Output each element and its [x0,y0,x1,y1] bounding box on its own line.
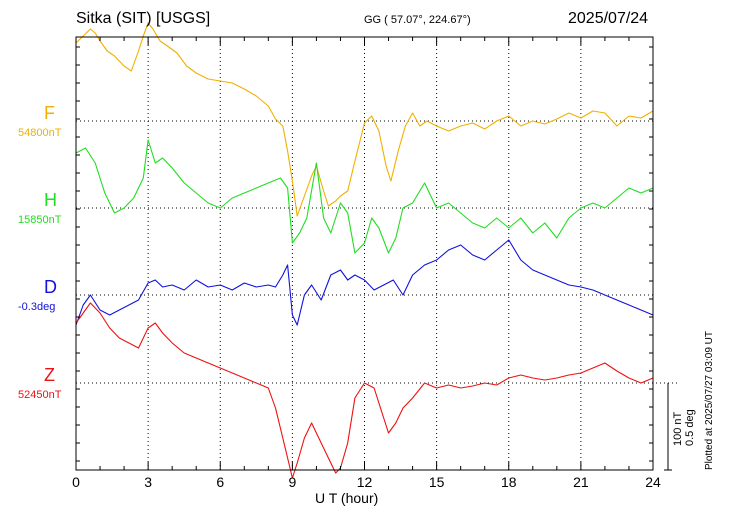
series-line-f [75,22,654,217]
plotted-at-label: Plotted at 2025/07/27 03:09 UT [704,331,715,470]
scale-bar [664,383,672,471]
series-baseline-d: -0.3deg [18,301,56,313]
x-tick-label: 6 [216,474,225,490]
x-tick-label: 21 [573,474,589,490]
x-tick-label: 15 [428,474,445,490]
series-baseline-z: 52450nT [18,389,62,401]
x-tick-label: 0 [72,474,80,490]
scale-label-nt: 100 nT [672,411,684,446]
series-name-z: Z [44,365,55,385]
plot-border [75,36,654,471]
series-line-h [75,139,654,254]
series-name-f: F [44,103,55,123]
x-tick-label: 12 [356,474,373,490]
station-title: Sitka (SIT) [USGS] [76,10,211,27]
x-tick-label: 3 [144,474,153,490]
series-line-d [75,239,654,326]
x-tick-label: 9 [288,474,297,490]
grid-lines [76,37,680,470]
x-axis-label: U T (hour) [315,490,379,506]
series-name-d: D [44,277,57,297]
scale-label-deg: 0.5 deg [684,409,696,446]
x-tick-label: 24 [645,474,661,490]
date-label: 2025/07/24 [568,10,649,27]
series-baseline-f: 54800nT [18,127,62,139]
series-baseline-h: 15850nT [18,214,62,226]
coordinates-label: GG ( 57.07°, 224.67°) [364,14,471,26]
x-tick-label: 18 [500,474,517,490]
series-name-h: H [44,190,57,210]
plot-frame [75,36,654,471]
